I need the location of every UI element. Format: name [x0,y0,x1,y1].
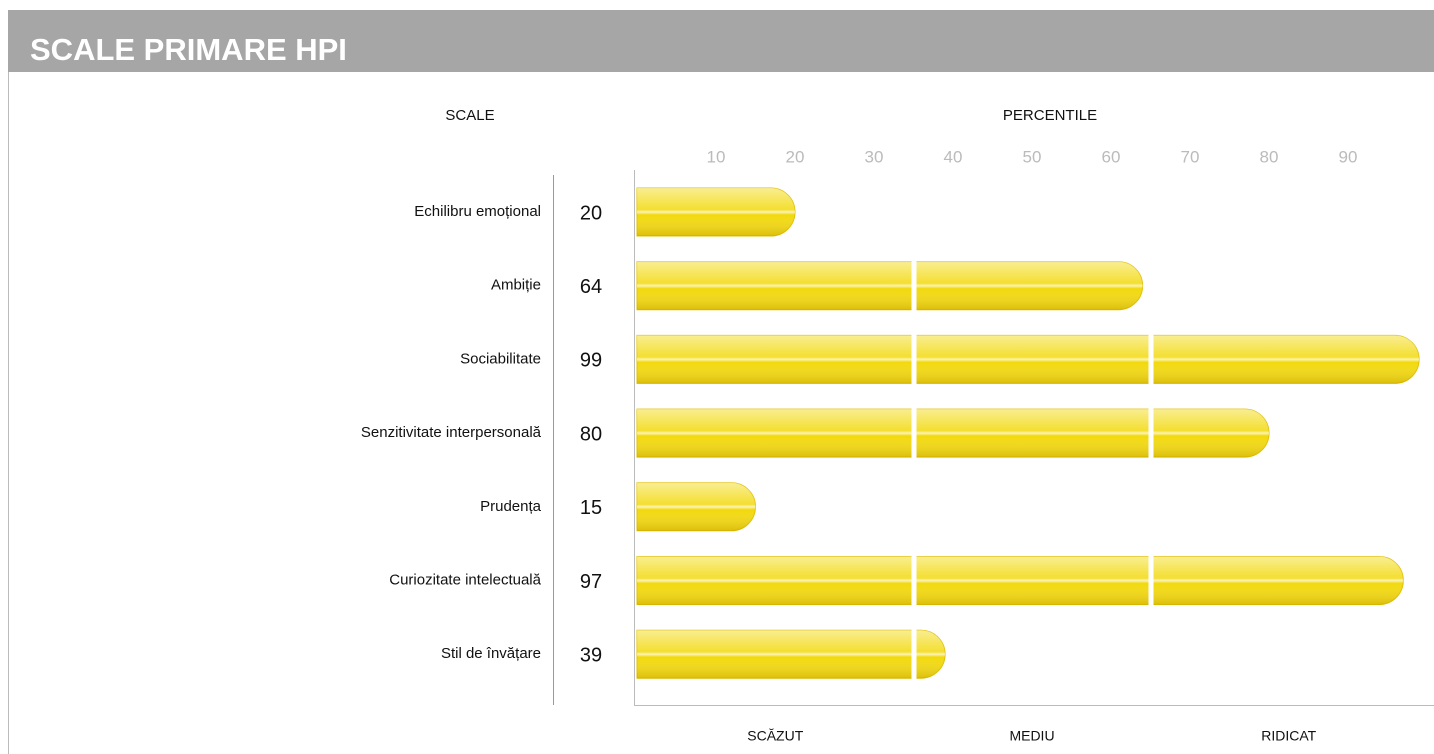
x-tick-label: 40 [944,147,963,166]
category-label: Senzitivitate interpersonală [361,424,542,441]
bar-shine [637,335,1420,384]
header-bar [8,10,1434,72]
bar-shine [637,261,1143,310]
value-label: 20 [580,202,602,224]
x-tick-label: 50 [1023,147,1042,166]
value-label: 15 [580,497,602,519]
bar-shine [637,188,795,236]
bar-shine [637,409,1269,458]
category-label: Stil de învățare [441,645,541,662]
category-label: Ambiție [491,277,541,294]
category-label: Echilibru emoțional [414,203,541,220]
category-header: SCALE [445,107,494,124]
value-label: 97 [580,571,602,593]
band-gap [911,408,917,459]
x-tick-label: 30 [865,147,884,166]
value-header: PERCENTILE [1003,107,1097,124]
x-tick-label: 10 [707,147,726,166]
bar-shine [637,482,756,531]
category-label: Curiozitate intelectuală [389,571,541,588]
band-gap [1148,334,1154,385]
bar-shine [637,630,946,679]
x-tick-label: 80 [1260,147,1279,166]
category-label: Prudența [480,498,542,515]
category-label: Sociabilitate [460,350,541,367]
band-label: RIDICAT [1261,728,1316,744]
x-tick-label: 60 [1102,147,1121,166]
band-gap [911,334,917,385]
x-tick-label: 20 [786,147,805,166]
band-gap [911,629,917,680]
x-tick-label: 90 [1339,147,1358,166]
x-tick-label: 70 [1181,147,1200,166]
chart-title: SCALE PRIMARE HPI [30,32,347,67]
band-label: SCĂZUT [747,728,803,744]
band-gap [911,260,917,311]
band-gap [1148,408,1154,459]
band-gap [911,555,917,606]
value-label: 99 [580,350,602,372]
bar-shine [637,556,1404,605]
band-label: MEDIU [1009,728,1054,744]
value-label: 64 [580,276,602,298]
band-gap [1148,555,1154,606]
value-label: 39 [580,644,602,666]
value-label: 80 [580,423,602,445]
